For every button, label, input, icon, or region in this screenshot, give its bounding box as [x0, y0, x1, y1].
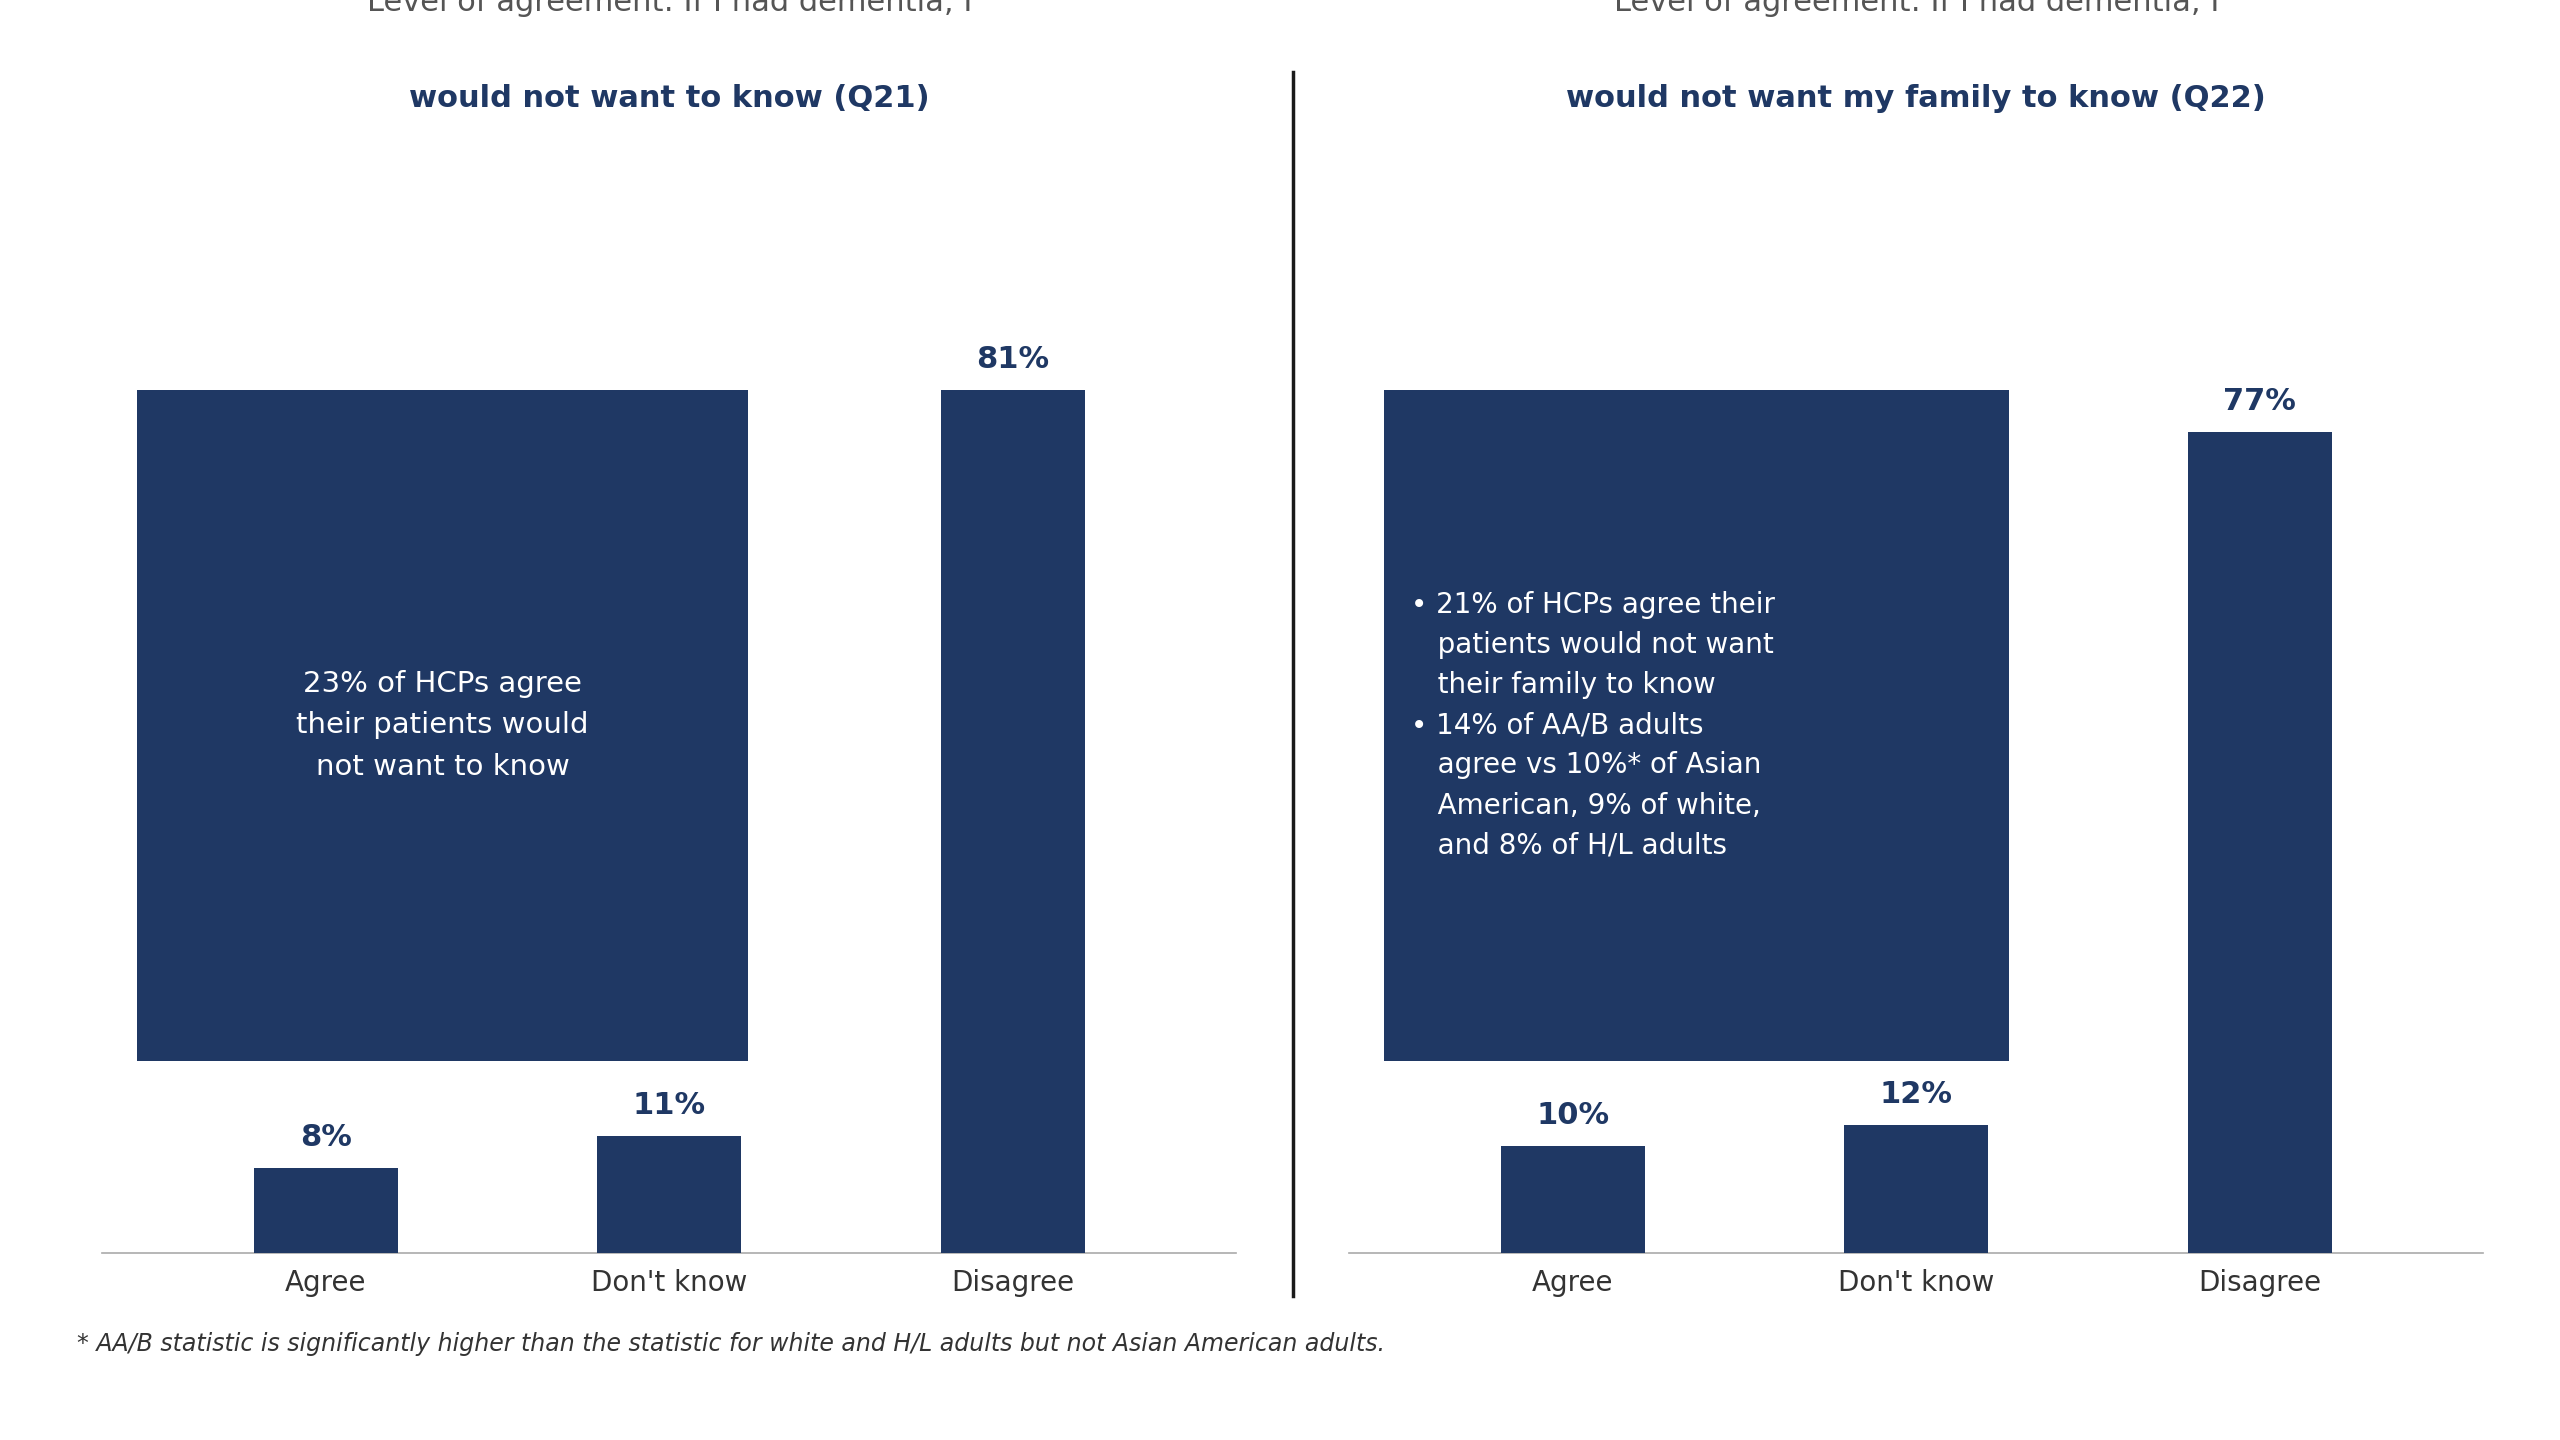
- Text: 77%: 77%: [2225, 387, 2296, 416]
- Bar: [596, 1136, 742, 1253]
- Text: • 21% of HCPs agree their
   patients would not want
   their family to know
• 1: • 21% of HCPs agree their patients would…: [1411, 590, 1774, 860]
- Text: Level of agreement: If I had dementia, I: Level of agreement: If I had dementia, I: [1613, 0, 2220, 17]
- Bar: [253, 1168, 397, 1253]
- Text: * AA/B statistic is significantly higher than the statistic for white and H/L ad: * AA/B statistic is significantly higher…: [77, 1332, 1385, 1356]
- Text: would not want my family to know (Q22): would not want my family to know (Q22): [1567, 84, 2266, 112]
- FancyBboxPatch shape: [136, 390, 748, 1061]
- Text: would not want to know (Q21): would not want to know (Q21): [410, 84, 929, 112]
- Text: 81%: 81%: [975, 344, 1050, 374]
- Bar: [2189, 432, 2332, 1253]
- FancyBboxPatch shape: [1385, 390, 2010, 1061]
- Text: Level of agreement: If I had dementia, I: Level of agreement: If I had dementia, I: [366, 0, 973, 17]
- Text: 11%: 11%: [632, 1090, 707, 1120]
- Bar: [1500, 1146, 1646, 1253]
- Text: 23% of HCPs agree
their patients would
not want to know: 23% of HCPs agree their patients would n…: [297, 670, 589, 780]
- Text: 12%: 12%: [1879, 1080, 1953, 1109]
- Text: 10%: 10%: [1536, 1102, 1610, 1130]
- Bar: [1843, 1125, 1989, 1253]
- Bar: [940, 390, 1085, 1253]
- Text: 8%: 8%: [300, 1123, 351, 1152]
